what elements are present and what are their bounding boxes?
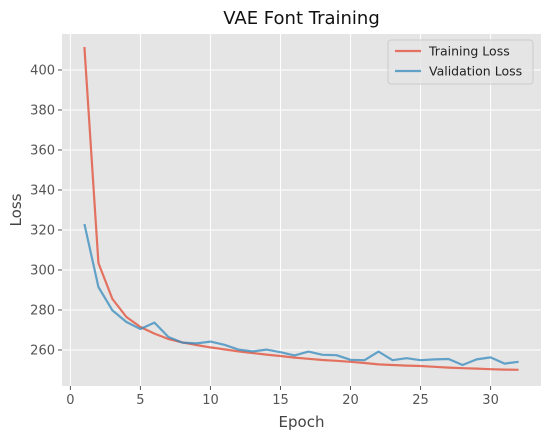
legend-label: Training Loss bbox=[428, 44, 510, 59]
x-tick-label: 5 bbox=[136, 393, 144, 408]
series-line-validation-loss bbox=[83, 223, 519, 367]
y-axis-label: Loss bbox=[7, 193, 25, 226]
y-tick-label: 340 bbox=[30, 184, 55, 199]
y-tick-label: 380 bbox=[30, 104, 55, 119]
legend-box bbox=[387, 39, 534, 85]
series-line-training-loss bbox=[83, 46, 519, 371]
x-tick-label: 25 bbox=[412, 393, 429, 408]
y-tick-label: 400 bbox=[30, 64, 55, 79]
x-tick-label: 20 bbox=[342, 393, 359, 408]
legend: Training Loss Validation Loss bbox=[387, 39, 534, 85]
legend-label: Validation Loss bbox=[429, 64, 522, 79]
y-tick-label: 360 bbox=[30, 144, 55, 159]
x-tick-label: 0 bbox=[66, 393, 74, 408]
y-axis-ticks: 260 280 300 320 340 360 380 400 bbox=[30, 64, 62, 359]
x-tick-label: 15 bbox=[272, 393, 289, 408]
chart-title: VAE Font Training bbox=[223, 8, 380, 29]
x-axis-label: Epoch bbox=[279, 413, 325, 431]
x-tick-label: 10 bbox=[202, 393, 219, 408]
y-tick-label: 300 bbox=[30, 264, 55, 279]
grid-lines bbox=[62, 34, 541, 386]
plot-background bbox=[62, 34, 541, 386]
y-tick-label: 320 bbox=[30, 224, 55, 239]
x-axis-ticks: 0 5 10 15 20 25 30 bbox=[66, 386, 499, 408]
series-layer bbox=[83, 46, 519, 371]
y-tick-label: 260 bbox=[30, 344, 55, 359]
y-tick-label: 280 bbox=[30, 304, 55, 319]
x-tick-label: 30 bbox=[482, 393, 499, 408]
